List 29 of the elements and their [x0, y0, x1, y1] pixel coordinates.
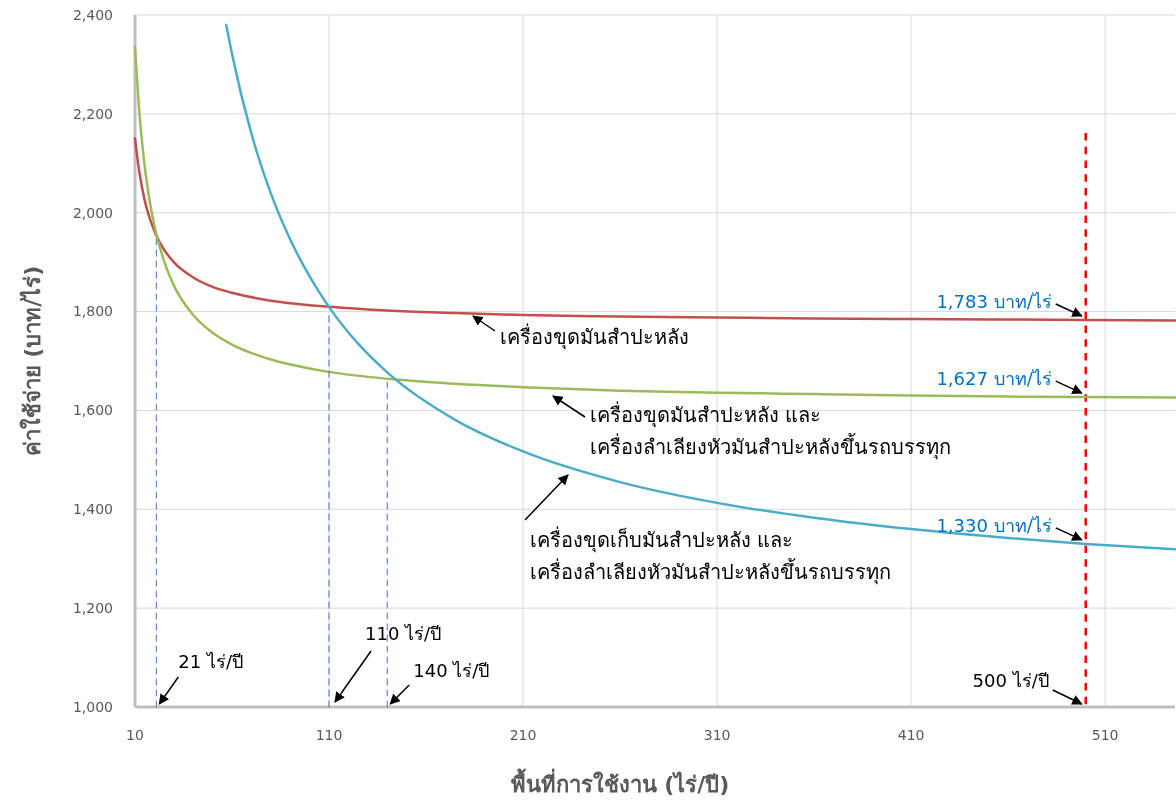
ref-line-label: 500 ไร่/ปี [972, 670, 1049, 691]
data-label: 1,783 บาท/ไร่ [936, 290, 1052, 312]
x-tick-label: 510 [1091, 727, 1119, 743]
series-label: เครื่องขุดเก็บมันสำปะหลัง และ เครื่องลำเลียงหัวมันสำปะหลังขึ้นรถบรรทุก [530, 526, 891, 585]
y-tick-label: 2,200 [72, 105, 113, 122]
y-tick-label: 2,000 [72, 204, 113, 221]
y-tick-label: 1,000 [72, 698, 113, 715]
line-series [224, 23, 1176, 551]
y-tick-label: 1,400 [72, 501, 113, 518]
annotation: 110 ไร่/ปี [365, 623, 442, 644]
x-tick-label: 410 [897, 727, 925, 743]
x-tick-label: 310 [703, 727, 731, 743]
x-tick-label: 110 [315, 727, 343, 743]
data-label: 1,330 บาท/ไร่ [936, 514, 1052, 536]
y-tick-label: 2,400 [72, 6, 113, 23]
y-axis-title: ค่าใช้จ่าย (บาท/ไร่) [19, 265, 45, 457]
y-tick-label: 1,200 [72, 600, 113, 617]
x-tick-label: 10 [126, 727, 144, 743]
data-label: 1,627 บาท/ไร่ [936, 368, 1052, 390]
x-tick-label: 210 [509, 727, 537, 743]
y-tick-label: 1,800 [72, 303, 113, 320]
series-label: เครื่องขุดมันสำปะหลัง และ เครื่องลำเลียงหัวมันสำปะหลังขึ้นรถบรรทุก [590, 401, 951, 460]
line-series [133, 137, 1176, 322]
x-axis-title: พื้นที่การใช้งาน (ไร่/ปี) [510, 768, 730, 797]
series-label: เครื่องขุดมันสำปะหลัง [500, 323, 689, 350]
annotation: 21 ไร่/ปี [178, 651, 244, 672]
annotation: 140 ไร่/ปี [413, 660, 490, 681]
line-series [133, 45, 1176, 399]
y-tick-label: 1,600 [72, 402, 113, 419]
